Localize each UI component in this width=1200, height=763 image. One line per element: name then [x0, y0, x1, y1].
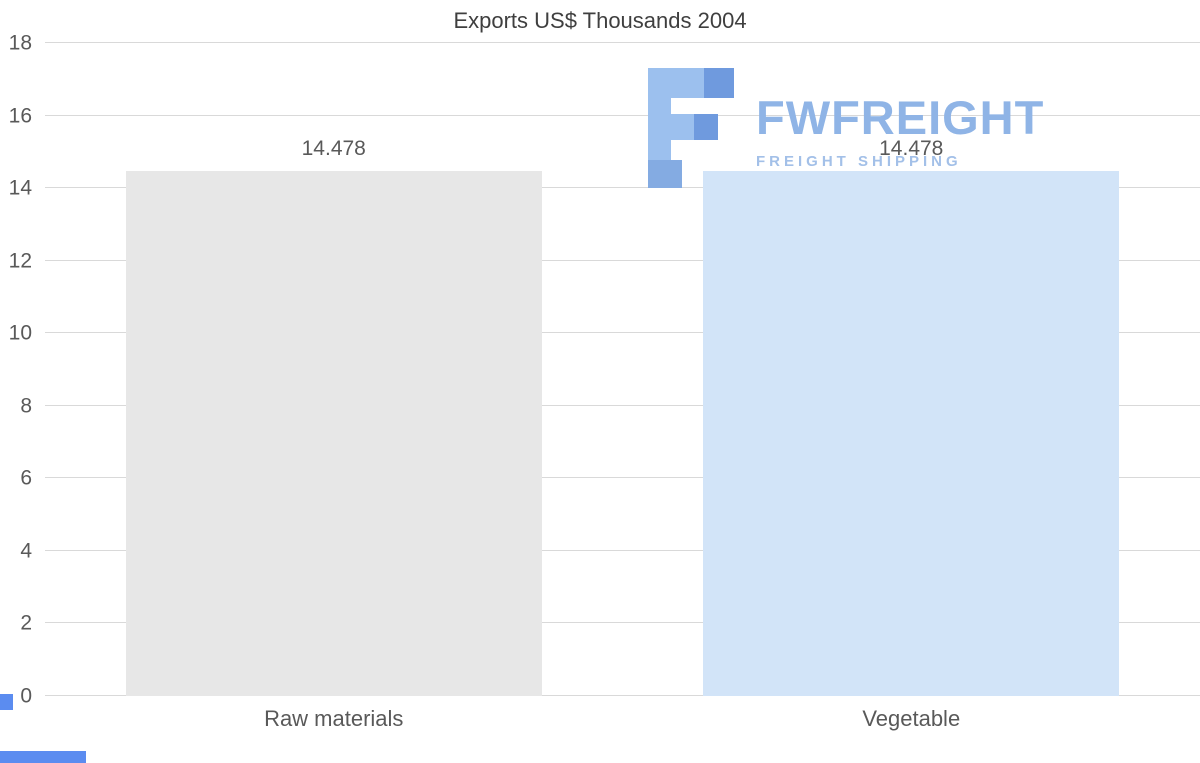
- y-axis-tick-label: 14: [8, 176, 32, 200]
- gridline: [45, 477, 1200, 479]
- x-axis: Raw materials Vegetable: [45, 706, 1200, 732]
- gridline: [45, 114, 1200, 116]
- chart-title: Exports US$ Thousands 2004: [453, 8, 747, 33]
- bar-value-label: 14.478: [879, 136, 944, 160]
- gridline: [45, 42, 1200, 43]
- y-axis-tick-label: 10: [8, 321, 32, 345]
- bar-raw-materials: [125, 170, 542, 696]
- y-axis-tick-label: 16: [8, 104, 32, 128]
- y-axis-tick-label: 4: [20, 539, 32, 563]
- y-axis-tick-label: 18: [8, 31, 32, 55]
- gridline: [45, 187, 1200, 189]
- y-axis-tick-label: 8: [20, 394, 32, 418]
- x-axis-category-label: Vegetable: [862, 706, 961, 731]
- corner-accent-lower: [0, 751, 86, 763]
- y-axis-tick-label: 0: [20, 684, 32, 708]
- gridline: [45, 622, 1200, 624]
- plot-area: 14.478 14.478: [45, 42, 1200, 696]
- corner-accent-upper: [0, 694, 13, 710]
- gridline: [45, 404, 1200, 406]
- y-axis-tick-label: 2: [20, 611, 32, 635]
- gridline: [45, 695, 1200, 696]
- bar-slot: 14.478: [623, 43, 1200, 696]
- gridline: [45, 259, 1200, 261]
- y-axis-tick-label: 12: [8, 249, 32, 273]
- gridline: [45, 549, 1200, 551]
- bar-value-label: 14.478: [301, 136, 366, 160]
- gridline: [45, 332, 1200, 334]
- bars-layer: 14.478 14.478: [45, 43, 1200, 696]
- bar-vegetable: [703, 170, 1120, 696]
- x-axis-category-label: Raw materials: [264, 706, 404, 731]
- y-axis-tick-label: 6: [20, 466, 32, 490]
- bar-slot: 14.478: [45, 43, 623, 696]
- y-axis: 0 2 4 6 8 10 12 14 16 18: [0, 33, 40, 707]
